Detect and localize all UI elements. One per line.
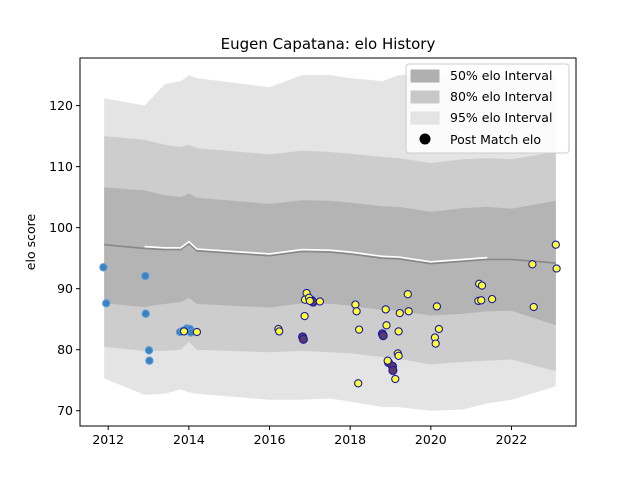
data-point-yellow — [381, 305, 390, 314]
data-point-yellow — [395, 308, 404, 318]
data-point-yellow — [552, 264, 561, 273]
interval-bands — [104, 75, 556, 411]
data-point-yellow — [551, 240, 560, 249]
data-point-yellow — [529, 302, 538, 312]
mean-elo-highlight — [144, 240, 488, 263]
data-point-yellow — [391, 374, 400, 384]
data-point-yellow — [315, 297, 325, 306]
data-point-purple — [298, 334, 308, 344]
data-point-purple — [388, 365, 398, 376]
legend-marker-post-match — [419, 133, 431, 145]
data-point-yellow — [300, 311, 309, 321]
data-point-blue — [144, 346, 154, 355]
legend-box — [405, 63, 570, 154]
y-axis: 70 80 90 100 110 120 — [49, 98, 80, 418]
data-point-yellow — [354, 379, 363, 388]
data-point-yellow — [477, 296, 486, 305]
data-point-yellow — [528, 260, 537, 269]
data-point-blue — [145, 356, 154, 365]
band-50 — [104, 187, 556, 326]
chart-legend: 50% elo Interval 80% elo Interval 95% el… — [405, 63, 570, 154]
data-point-yellow — [179, 327, 189, 336]
x-tick-label: 2022 — [496, 432, 528, 447]
data-point-yellow — [383, 356, 392, 365]
data-point-yellow — [382, 321, 391, 330]
data-point-yellow — [487, 294, 497, 304]
data-point-purple — [378, 331, 388, 341]
x-tick-label: 2014 — [173, 432, 205, 447]
post-match-points — [99, 240, 561, 388]
data-point-blue — [102, 299, 111, 308]
y-tick-label: 120 — [49, 98, 73, 113]
data-point-yellow — [192, 327, 202, 337]
chart-title: Eugen Capatana: elo History — [221, 35, 436, 53]
y-tick-label: 110 — [49, 159, 73, 174]
data-point-yellow — [394, 327, 403, 336]
data-point-yellow — [351, 300, 360, 309]
mean-elo-line — [104, 242, 556, 265]
data-point-yellow — [477, 281, 487, 290]
y-tick-label: 70 — [57, 403, 73, 418]
y-tick-label: 100 — [49, 220, 73, 235]
data-point-blue — [141, 309, 150, 318]
legend-swatch-50 — [410, 69, 440, 83]
elo-lines — [104, 240, 556, 265]
legend-label-50: 50% elo Interval — [450, 68, 552, 83]
x-axis: 2012 2014 2016 2018 2020 2022 — [92, 426, 527, 447]
y-axis-label: elo score — [23, 214, 38, 271]
legend-swatch-95 — [410, 111, 440, 125]
data-point-yellow — [431, 339, 440, 348]
x-tick-label: 2020 — [415, 432, 447, 447]
x-tick-label: 2016 — [254, 432, 286, 447]
x-tick-label: 2012 — [92, 432, 124, 447]
data-point-yellow — [394, 351, 403, 360]
plot-area-frame — [79, 57, 577, 427]
data-point-yellow — [403, 290, 412, 299]
legend-swatch-80 — [410, 90, 440, 104]
legend-label-80: 80% elo Interval — [450, 89, 552, 104]
data-point-blue — [99, 263, 108, 272]
y-tick-label: 80 — [57, 342, 73, 357]
legend-label-95: 95% elo Interval — [450, 110, 552, 125]
data-point-yellow — [354, 325, 364, 334]
data-point-blue — [141, 271, 150, 281]
data-point-yellow — [404, 307, 413, 316]
data-point-yellow — [352, 307, 361, 316]
y-tick-label: 90 — [57, 281, 73, 296]
data-point-yellow — [305, 296, 315, 306]
data-point-yellow — [275, 327, 284, 336]
data-point-yellow — [434, 324, 444, 334]
legend-label-post-match: Post Match elo — [450, 132, 541, 147]
data-point-yellow — [432, 302, 442, 311]
x-tick-label: 2018 — [334, 432, 366, 447]
